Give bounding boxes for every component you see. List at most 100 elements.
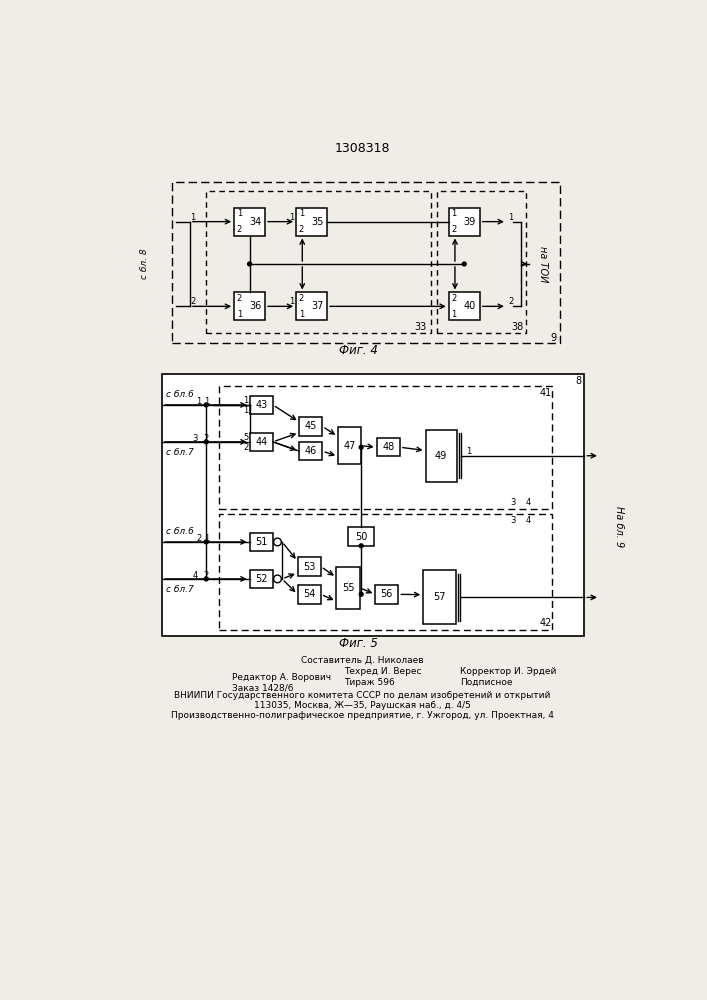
- Text: с бл.7: с бл.7: [166, 585, 194, 594]
- Text: 49: 49: [435, 451, 447, 461]
- Bar: [162, 374, 585, 636]
- Text: 2: 2: [204, 434, 209, 443]
- Text: 41: 41: [539, 388, 551, 398]
- Bar: [250, 533, 273, 551]
- Bar: [172, 182, 559, 343]
- Text: 33: 33: [414, 322, 426, 332]
- Text: 55: 55: [341, 583, 354, 593]
- Text: Фиг. 4: Фиг. 4: [339, 344, 378, 358]
- Text: 1: 1: [452, 209, 457, 218]
- Text: 46: 46: [305, 446, 317, 456]
- Text: 35: 35: [311, 217, 323, 227]
- Bar: [296, 208, 327, 235]
- Text: 1: 1: [237, 209, 242, 218]
- Text: 2: 2: [197, 534, 201, 543]
- Bar: [437, 191, 526, 333]
- Text: 56: 56: [380, 589, 393, 599]
- Bar: [234, 208, 265, 235]
- Bar: [296, 292, 327, 320]
- Text: 9: 9: [550, 333, 556, 343]
- Text: На бл. 9: На бл. 9: [614, 506, 624, 547]
- Bar: [375, 585, 398, 604]
- Text: Редактор А. Ворович: Редактор А. Ворович: [232, 673, 331, 682]
- Text: 3: 3: [510, 516, 516, 525]
- Text: 47: 47: [344, 441, 356, 451]
- Bar: [449, 208, 480, 235]
- Text: 57: 57: [433, 592, 445, 602]
- Text: 1: 1: [467, 447, 472, 456]
- Text: 5: 5: [243, 433, 248, 442]
- Bar: [218, 386, 552, 509]
- Circle shape: [204, 577, 208, 581]
- Text: 42: 42: [539, 618, 551, 628]
- Circle shape: [204, 440, 208, 444]
- Bar: [218, 514, 552, 630]
- Circle shape: [359, 592, 363, 596]
- Text: с бл.6: с бл.6: [166, 527, 194, 536]
- Text: 2: 2: [452, 225, 457, 234]
- Bar: [423, 570, 456, 624]
- Text: с бл. 8: с бл. 8: [140, 249, 148, 279]
- Text: 1: 1: [243, 406, 248, 415]
- Text: 4: 4: [526, 516, 531, 525]
- Text: 43: 43: [255, 400, 267, 410]
- Text: 1: 1: [288, 297, 294, 306]
- Text: 3: 3: [192, 434, 198, 443]
- Circle shape: [359, 445, 363, 449]
- Text: 1: 1: [190, 213, 196, 222]
- Bar: [377, 438, 400, 456]
- Text: Тираж 596: Тираж 596: [344, 678, 395, 687]
- Text: 2: 2: [204, 571, 209, 580]
- Text: 2: 2: [243, 443, 248, 452]
- Circle shape: [204, 403, 208, 407]
- Text: 52: 52: [255, 574, 267, 584]
- Bar: [299, 442, 322, 460]
- Text: ВНИИПИ Государственного комитета СССР по делам изобретений и открытий: ВНИИПИ Государственного комитета СССР по…: [174, 691, 550, 700]
- Bar: [234, 292, 265, 320]
- Circle shape: [359, 544, 363, 548]
- Text: 8: 8: [575, 376, 581, 386]
- Bar: [298, 585, 321, 604]
- Bar: [449, 292, 480, 320]
- Text: 1: 1: [204, 534, 209, 543]
- Text: 45: 45: [305, 421, 317, 431]
- Circle shape: [247, 262, 252, 266]
- Text: с бл.7: с бл.7: [166, 448, 194, 457]
- Text: 1: 1: [299, 310, 304, 319]
- Text: 1308318: 1308318: [334, 142, 390, 155]
- Text: 4: 4: [526, 498, 531, 507]
- Bar: [250, 570, 273, 588]
- Text: Заказ 1428/6: Заказ 1428/6: [232, 684, 293, 693]
- Text: 1: 1: [299, 209, 304, 218]
- Text: 1: 1: [197, 397, 201, 406]
- Text: 54: 54: [303, 589, 315, 599]
- Text: 2: 2: [237, 225, 242, 234]
- Text: 2: 2: [190, 297, 196, 306]
- Text: 39: 39: [464, 217, 476, 227]
- Bar: [206, 191, 431, 333]
- Bar: [250, 396, 273, 414]
- Text: Фиг. 5: Фиг. 5: [339, 637, 378, 650]
- Text: 50: 50: [355, 532, 368, 542]
- Text: на ТОИ: на ТОИ: [537, 246, 547, 282]
- Bar: [338, 427, 361, 464]
- Bar: [299, 417, 322, 436]
- Bar: [250, 433, 273, 451]
- Circle shape: [462, 262, 466, 266]
- Text: 37: 37: [311, 301, 323, 311]
- Text: 1: 1: [237, 310, 242, 319]
- Text: 2: 2: [508, 297, 513, 306]
- Text: 1: 1: [508, 213, 513, 222]
- Text: 2: 2: [237, 294, 242, 303]
- Text: 44: 44: [255, 437, 267, 447]
- Bar: [348, 527, 374, 546]
- Text: Корректор И. Эрдей: Корректор И. Эрдей: [460, 667, 556, 676]
- Text: 3: 3: [510, 498, 516, 507]
- Text: Составитель Д. Николаев: Составитель Д. Николаев: [300, 656, 423, 665]
- Text: 1: 1: [452, 310, 457, 319]
- Text: 48: 48: [382, 442, 395, 452]
- Text: 4: 4: [193, 571, 198, 580]
- Text: 53: 53: [303, 562, 315, 572]
- Bar: [337, 567, 360, 609]
- Text: 113035, Москва, Ж—35, Раушская наб., д. 4/5: 113035, Москва, Ж—35, Раушская наб., д. …: [254, 701, 470, 710]
